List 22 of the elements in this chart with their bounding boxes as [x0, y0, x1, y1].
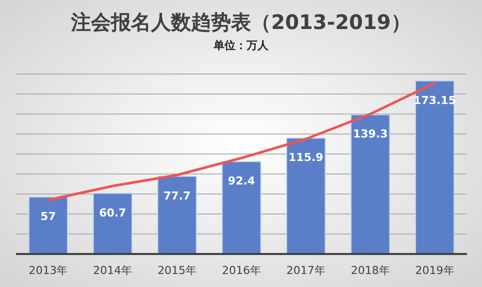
x-tick-label: 2014年	[93, 264, 132, 277]
data-label: 139.3	[352, 128, 388, 141]
x-tick-label: 2017年	[286, 264, 326, 277]
data-label: 57	[40, 210, 56, 223]
chart-subtitle: 单位：万人	[212, 39, 270, 52]
x-tick-label: 2016年	[222, 264, 261, 277]
data-label: 92.4	[228, 174, 256, 188]
x-tick-label: 2019年	[415, 264, 454, 277]
data-label: 60.7	[99, 206, 126, 220]
bar	[92, 192, 132, 254]
data-label: 77.7	[164, 189, 191, 202]
bar	[414, 80, 455, 254]
bar	[350, 114, 390, 254]
bar	[222, 161, 262, 254]
bar	[157, 176, 197, 254]
bar	[286, 138, 326, 254]
x-tick-label: 2018年	[350, 264, 390, 277]
data-label: 115.9	[288, 151, 324, 164]
chart-title: 注会报名人数趋势表（2013-2019）	[70, 10, 411, 34]
bar	[28, 196, 68, 254]
x-tick-label: 2013年	[28, 264, 68, 277]
x-tick-label: 2015年	[158, 264, 197, 277]
